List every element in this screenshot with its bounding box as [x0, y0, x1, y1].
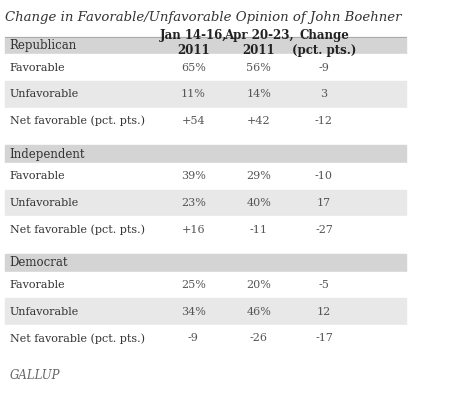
Bar — [5, 37, 406, 55]
Bar — [5, 145, 406, 163]
Text: -17: -17 — [315, 333, 333, 343]
Text: 17: 17 — [317, 198, 331, 208]
Text: 39%: 39% — [181, 171, 206, 181]
Text: -9: -9 — [188, 333, 199, 343]
Text: +42: +42 — [247, 116, 271, 126]
Text: Unfavorable: Unfavorable — [10, 198, 79, 208]
Bar — [5, 216, 406, 243]
Bar — [5, 298, 406, 325]
Bar — [5, 325, 406, 352]
Text: +16: +16 — [181, 225, 205, 235]
Text: -10: -10 — [315, 171, 333, 181]
Bar — [5, 108, 406, 134]
Text: 3: 3 — [320, 89, 328, 100]
Text: 25%: 25% — [181, 280, 206, 290]
Text: -5: -5 — [319, 280, 329, 290]
Text: +54: +54 — [181, 116, 205, 126]
Bar — [5, 254, 406, 272]
Text: Unfavorable: Unfavorable — [10, 89, 79, 100]
Text: Net favorable (pct. pts.): Net favorable (pct. pts.) — [10, 333, 144, 344]
Text: 20%: 20% — [246, 280, 271, 290]
Text: Democrat: Democrat — [10, 256, 68, 269]
Text: 14%: 14% — [246, 89, 271, 100]
Text: Change in Favorable/Unfavorable Opinion of John Boehner: Change in Favorable/Unfavorable Opinion … — [5, 11, 402, 24]
Text: 56%: 56% — [246, 63, 271, 73]
Text: -11: -11 — [250, 225, 268, 235]
Text: Independent: Independent — [10, 148, 85, 161]
Text: Apr 20-23,
2011: Apr 20-23, 2011 — [224, 28, 293, 56]
Text: Net favorable (pct. pts.): Net favorable (pct. pts.) — [10, 116, 144, 126]
Text: -26: -26 — [250, 333, 268, 343]
Text: GALLUP: GALLUP — [10, 369, 60, 382]
Bar — [5, 55, 406, 81]
Text: Favorable: Favorable — [10, 280, 65, 290]
Bar — [5, 163, 406, 190]
Text: 65%: 65% — [181, 63, 206, 73]
Text: 40%: 40% — [246, 198, 271, 208]
Text: -9: -9 — [319, 63, 329, 73]
Text: -27: -27 — [315, 225, 333, 235]
Text: Net favorable (pct. pts.): Net favorable (pct. pts.) — [10, 224, 144, 235]
Text: 23%: 23% — [181, 198, 206, 208]
Text: Jan 14-16,
2011: Jan 14-16, 2011 — [159, 28, 227, 56]
Text: 29%: 29% — [246, 171, 271, 181]
Text: 34%: 34% — [181, 307, 206, 317]
Text: -12: -12 — [315, 116, 333, 126]
Text: 11%: 11% — [181, 89, 206, 100]
Text: Change
(pct. pts.): Change (pct. pts.) — [292, 28, 356, 56]
Bar — [5, 190, 406, 216]
Text: Favorable: Favorable — [10, 171, 65, 181]
Text: 12: 12 — [317, 307, 331, 317]
Text: Unfavorable: Unfavorable — [10, 307, 79, 317]
Bar — [5, 272, 406, 298]
Text: Favorable: Favorable — [10, 63, 65, 73]
Text: Republican: Republican — [10, 39, 77, 52]
Text: 46%: 46% — [246, 307, 271, 317]
Bar — [5, 81, 406, 108]
